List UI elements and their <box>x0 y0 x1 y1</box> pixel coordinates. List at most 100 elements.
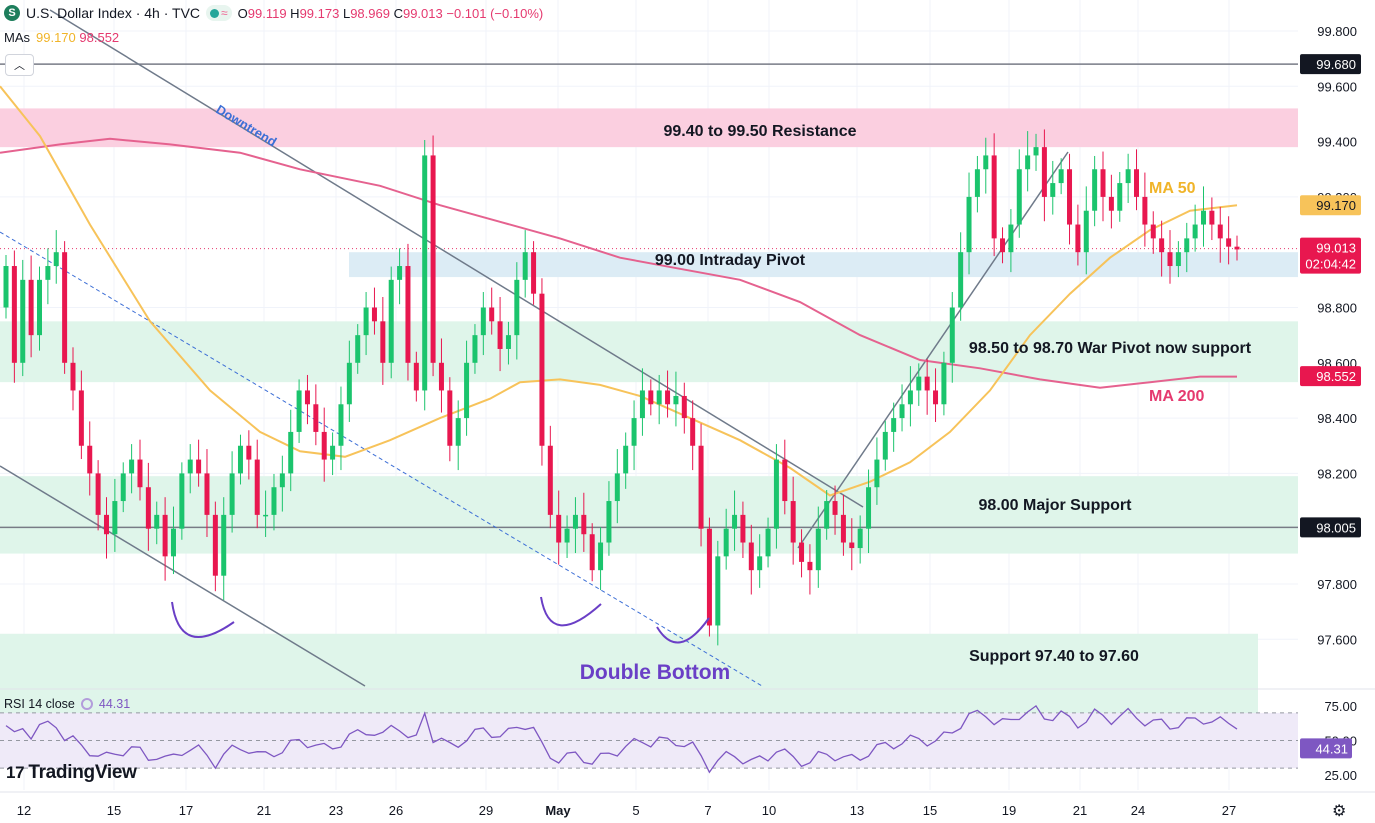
zone-band <box>349 252 1298 278</box>
candle-body <box>1083 210 1089 253</box>
rsi-value-tag-text: 44.31 <box>1315 741 1348 756</box>
candle-body <box>1234 246 1240 250</box>
candle-body <box>95 473 101 515</box>
candle-body <box>112 501 118 535</box>
candle-body <box>1008 224 1014 253</box>
price-tag-value: 99.170 <box>1316 198 1356 213</box>
x-tick-label: 13 <box>850 803 864 818</box>
candle-body <box>606 501 612 543</box>
candle-body <box>70 362 76 391</box>
candle-body <box>87 445 93 474</box>
price-tag-value: 99.013 <box>1316 241 1356 256</box>
zone-label: Support 97.40 to 97.60 <box>969 648 1139 665</box>
x-tick-label: 19 <box>1002 803 1016 818</box>
candle-body <box>1217 224 1223 239</box>
x-tick-label: 21 <box>1073 803 1087 818</box>
ma200-label: MA 200 <box>1149 388 1205 405</box>
x-tick-label: 15 <box>107 803 121 818</box>
candle-body <box>36 279 42 336</box>
candle-body <box>187 459 193 474</box>
candle-body <box>355 335 361 363</box>
candle-body <box>288 431 294 474</box>
price-tag-countdown: 02:04:42 <box>1305 257 1356 272</box>
double-bottom-arc <box>540 596 602 627</box>
uptrend-line <box>797 151 1069 549</box>
price-tag <box>1300 237 1361 274</box>
candle-body <box>824 501 830 529</box>
candle-body <box>1025 155 1031 170</box>
candle-body <box>246 445 252 460</box>
candle-body <box>196 459 202 474</box>
candle-body <box>706 528 712 626</box>
price-tag-value: 98.552 <box>1316 369 1356 384</box>
rsi-pane <box>0 688 1375 774</box>
candle-body <box>623 445 629 474</box>
candle-body <box>20 279 26 363</box>
collapse-legend-button[interactable]: ︿ <box>5 54 34 76</box>
candle-body <box>271 487 277 515</box>
trendlines <box>0 9 1069 687</box>
rsi-legend[interactable]: RSI 14 close 44.31 <box>4 697 130 711</box>
x-tick-label: 29 <box>479 803 493 818</box>
ohlc-values: O99.119 H99.173 L98.969 C99.013 −0.101 (… <box>237 5 544 21</box>
candle-body <box>1159 238 1165 253</box>
candle-body <box>941 362 947 405</box>
rsi-label: RSI 14 close <box>4 697 75 711</box>
candle-body <box>1067 169 1073 225</box>
candle-body <box>11 266 17 363</box>
candle-body <box>154 514 160 529</box>
x-tick-label: 7 <box>704 803 711 818</box>
y-tick-label: 98.800 <box>1317 301 1357 316</box>
candle-body <box>656 390 662 405</box>
wave-icon: ≈ <box>221 6 228 20</box>
refresh-icon[interactable] <box>80 698 93 710</box>
price-tag <box>1300 366 1361 387</box>
y-tick-label: 99.600 <box>1317 79 1357 94</box>
candle-body <box>958 252 964 308</box>
candle-body <box>1192 224 1198 239</box>
double-bottom-arc <box>656 617 710 644</box>
y-axis[interactable]: 99.80099.60099.40099.20098.80098.60098.4… <box>1317 24 1357 783</box>
candle-body <box>765 528 771 557</box>
x-tick-label: 23 <box>329 803 343 818</box>
candle-body <box>480 307 486 336</box>
symbol-title[interactable]: U.S. Dollar Index · 4h · TVC <box>26 5 201 21</box>
y-tick-label: 98.400 <box>1317 411 1357 426</box>
candle-body <box>304 390 310 405</box>
candle-body <box>388 279 394 363</box>
candle-body <box>279 473 285 488</box>
rsi-value-tag <box>1300 738 1352 759</box>
candle-body <box>1209 210 1215 225</box>
candle-body <box>62 252 68 363</box>
candle-body <box>690 418 696 446</box>
candle-body <box>263 514 269 517</box>
chevron-up-icon: ︿ <box>14 60 25 72</box>
candle-body <box>1226 238 1232 247</box>
candle-body <box>799 542 805 562</box>
gear-icon[interactable]: ⚙ <box>1332 803 1347 820</box>
candle-body <box>1058 169 1064 184</box>
double-bottom-arc <box>171 601 235 638</box>
candle-body <box>405 266 411 363</box>
candle-body <box>371 307 377 322</box>
candle-body <box>866 487 872 529</box>
candle-body <box>45 266 51 280</box>
symbol-logo-icon[interactable]: S <box>4 5 20 21</box>
price-tag <box>1300 517 1361 538</box>
y-tick-label: 97.800 <box>1317 577 1357 592</box>
candle-body <box>397 266 403 280</box>
y-tick-label: 97.600 <box>1317 632 1357 647</box>
candle-body <box>447 390 453 446</box>
candle-body <box>539 293 545 446</box>
ma-legend[interactable]: MAs 99.170 98.552 <box>4 30 120 45</box>
candle-body <box>28 279 34 336</box>
candle-body <box>899 404 905 419</box>
candle-body <box>1150 224 1156 239</box>
candle-body <box>1100 169 1106 197</box>
status-pill[interactable]: ≈ <box>206 5 232 21</box>
x-axis[interactable]: 12 15 17 21 23 26 29 May 5 7 10 13 15 19 21 24 27 <box>0 791 1375 818</box>
zone-band <box>0 321 1298 383</box>
candle-body <box>732 514 738 529</box>
zone-band <box>0 476 1298 554</box>
